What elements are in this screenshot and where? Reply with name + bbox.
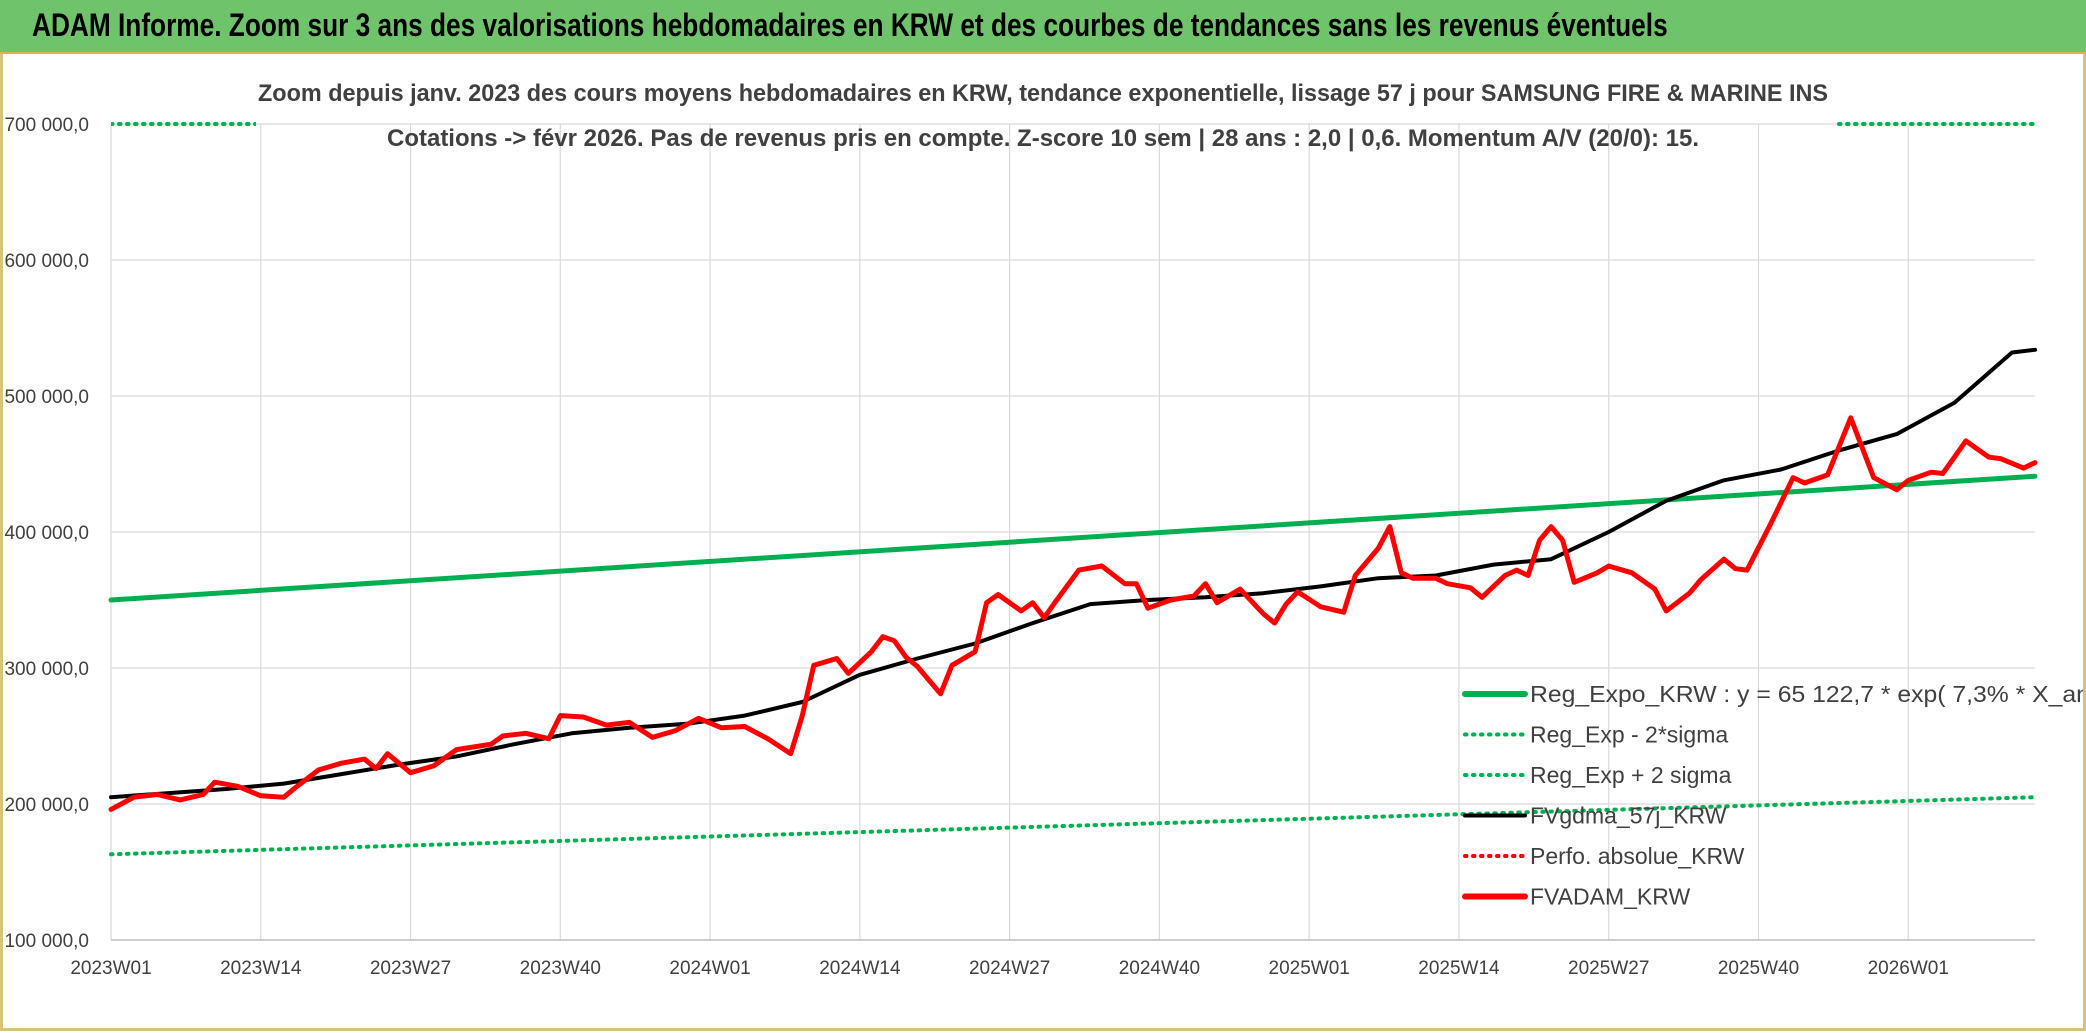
chart-frame: 700 000,0 600 000,0 500 000,0 400 000,0 300 … xyxy=(0,54,2086,1031)
x-tick-label: 2024W40 xyxy=(1119,958,1200,979)
y-tick-label: 300 000,0 xyxy=(4,659,89,680)
y-tick-label: 600 000,0 xyxy=(4,251,89,272)
report-title: ADAM Informe. Zoom sur 3 ans des valoris… xyxy=(32,7,1668,43)
y-tick-label: 100 000,0 xyxy=(4,931,89,952)
legend-label: Reg_Exp - 2*sigma xyxy=(1530,722,1728,748)
x-tick-label: 2025W40 xyxy=(1718,958,1799,979)
chart-legend: Reg_Expo_KRW : y = 65 122,7 * exp( 7,3% … xyxy=(1462,681,2086,910)
series-layer xyxy=(108,122,2038,857)
trend-chart: 700 000,0 600 000,0 500 000,0 400 000,0 300 … xyxy=(4,80,2086,979)
legend-label: Reg_Expo_KRW : y = 65 122,7 * exp( 7,3% … xyxy=(1530,681,2083,707)
x-tick-label: 2023W40 xyxy=(520,958,601,979)
legend-label: FVADAM_KRW xyxy=(1530,884,1690,910)
legend-label: Reg_Exp + 2 sigma xyxy=(1530,762,1732,788)
legend-label: FVgdma_57j_KRW xyxy=(1530,803,1727,829)
y-tick-label: 200 000,0 xyxy=(4,795,89,816)
chart-title-line2: Cotations -> févr 2026. Pas de revenus p… xyxy=(387,125,1699,152)
axis-layer: 700 000,0 600 000,0 500 000,0 400 000,0 300 … xyxy=(4,115,2035,979)
x-tick-label: 2024W27 xyxy=(969,958,1050,979)
x-tick-label: 2026W01 xyxy=(1868,958,1949,979)
series-line-3 xyxy=(109,347,2037,800)
x-tick-label: 2023W14 xyxy=(220,958,302,979)
grid-layer xyxy=(110,123,2035,941)
y-tick-label: 500 000,0 xyxy=(4,387,89,408)
x-tick-label: 2025W27 xyxy=(1568,958,1649,979)
series-line-0 xyxy=(108,473,2038,603)
x-tick-label: 2025W01 xyxy=(1269,958,1350,979)
x-tick-label: 2023W01 xyxy=(70,958,151,979)
y-tick-label: 700 000,0 xyxy=(4,115,89,136)
x-tick-label: 2024W01 xyxy=(669,958,750,979)
y-tick-label: 400 000,0 xyxy=(4,523,89,544)
report-header: ADAM Informe. Zoom sur 3 ans des valoris… xyxy=(0,0,2086,54)
chart-title-line1: Zoom depuis janv. 2023 des cours moyens … xyxy=(258,80,1828,107)
x-tick-label: 2025W14 xyxy=(1418,958,1500,979)
legend-label: Perfo. absolue_KRW xyxy=(1530,843,1745,869)
x-tick-label: 2024W14 xyxy=(819,958,901,979)
series-line-1 xyxy=(109,795,2037,857)
x-tick-label: 2023W27 xyxy=(370,958,451,979)
series-line-5 xyxy=(108,415,2038,812)
